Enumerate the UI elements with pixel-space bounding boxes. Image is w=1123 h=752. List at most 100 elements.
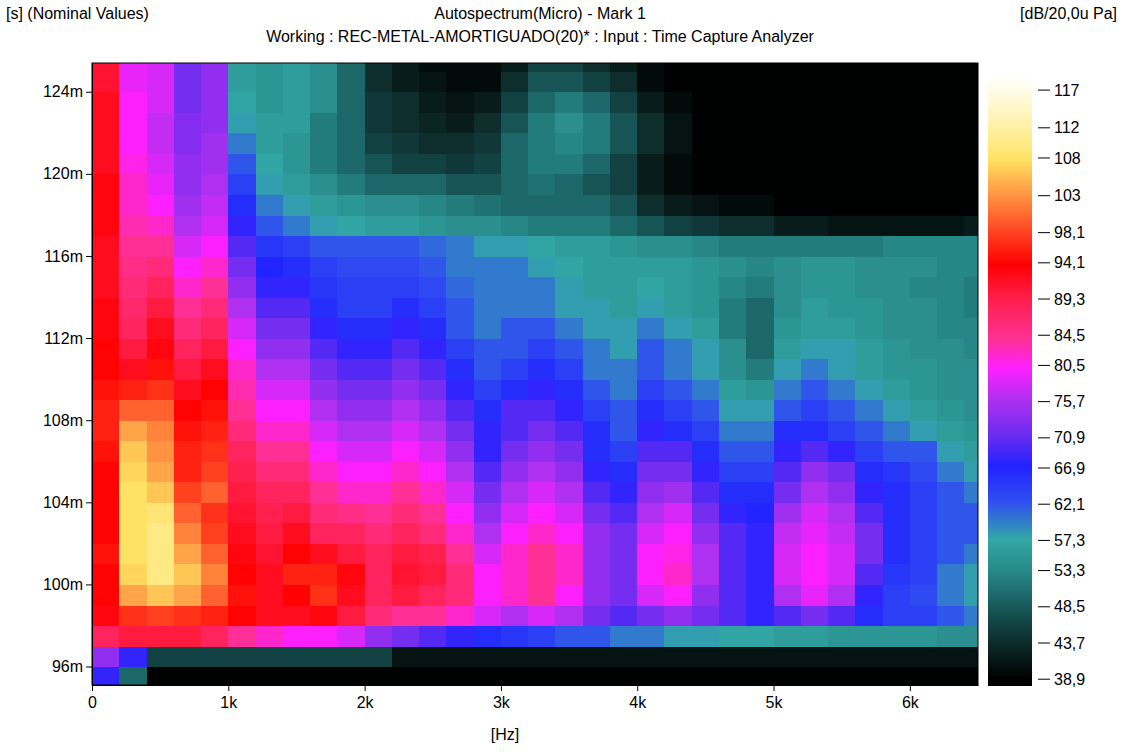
cell (337, 256, 365, 277)
cell (147, 625, 175, 646)
cell (583, 667, 611, 685)
cell (92, 133, 120, 154)
y-tick: 124m (43, 83, 92, 100)
cell (228, 482, 256, 503)
cell (501, 256, 529, 277)
cell (746, 256, 774, 277)
cell (337, 174, 365, 195)
cell (92, 359, 120, 380)
colorbar-tick-label: 80,5 (1054, 357, 1085, 374)
cell (828, 584, 856, 605)
cell (283, 153, 311, 174)
cell (501, 605, 529, 626)
cell (719, 502, 747, 523)
cell (855, 92, 883, 113)
cell (910, 71, 938, 92)
cell (201, 71, 229, 92)
cell (692, 276, 720, 297)
cell (801, 379, 829, 400)
cell (583, 400, 611, 421)
cell (528, 441, 556, 462)
cell (583, 276, 611, 297)
cell (283, 625, 311, 646)
cell (746, 564, 774, 585)
cell (419, 625, 447, 646)
cell (937, 63, 965, 72)
cell (446, 543, 474, 564)
cell (92, 667, 120, 685)
cell (365, 667, 393, 685)
cell (664, 318, 692, 339)
cell (201, 646, 229, 667)
cell (419, 379, 447, 400)
colorbar-title: [dB/20,0u Pa] (1020, 5, 1117, 22)
cell (501, 420, 529, 441)
cell (746, 400, 774, 421)
cell (392, 461, 420, 482)
cell (119, 256, 147, 277)
cell (528, 420, 556, 441)
cell (910, 133, 938, 154)
cell (446, 502, 474, 523)
cell (174, 543, 202, 564)
cell (801, 92, 829, 113)
cell (883, 625, 911, 646)
cell (365, 625, 393, 646)
cell (637, 605, 665, 626)
y-tick-mark (86, 174, 92, 175)
cell (310, 276, 338, 297)
cell (256, 420, 284, 441)
cell (719, 441, 747, 462)
cell (92, 400, 120, 421)
cell (147, 461, 175, 482)
cell (964, 482, 978, 503)
colorbar-tick-mark (1038, 195, 1050, 196)
cell (419, 543, 447, 564)
cell (474, 564, 502, 585)
cell (610, 359, 638, 380)
cell (828, 379, 856, 400)
cell (174, 133, 202, 154)
cell (883, 276, 911, 297)
cell (801, 543, 829, 564)
cell (855, 215, 883, 236)
cell (774, 174, 802, 195)
cell (610, 276, 638, 297)
cell (610, 215, 638, 236)
cell (746, 215, 774, 236)
cell (419, 174, 447, 195)
cell (528, 338, 556, 359)
cell (337, 215, 365, 236)
colorbar-tick-mark (1038, 335, 1050, 336)
cell (392, 605, 420, 626)
cell (337, 502, 365, 523)
cell (528, 174, 556, 195)
cell (147, 174, 175, 195)
cell (910, 276, 938, 297)
cell (719, 153, 747, 174)
cell (774, 256, 802, 277)
cell (583, 605, 611, 626)
cell (528, 667, 556, 685)
cell (501, 318, 529, 339)
cell (419, 215, 447, 236)
cell (119, 461, 147, 482)
cell (883, 318, 911, 339)
cell (174, 256, 202, 277)
cell (746, 482, 774, 503)
cell (664, 215, 692, 236)
cell (419, 523, 447, 544)
cell (964, 523, 978, 544)
cell (964, 276, 978, 297)
cell (528, 564, 556, 585)
cell (201, 215, 229, 236)
cell (910, 523, 938, 544)
cell (446, 420, 474, 441)
cell (119, 564, 147, 585)
cell (692, 256, 720, 277)
cell (392, 502, 420, 523)
cell (528, 153, 556, 174)
cell (719, 400, 747, 421)
cell (637, 400, 665, 421)
cell (283, 420, 311, 441)
